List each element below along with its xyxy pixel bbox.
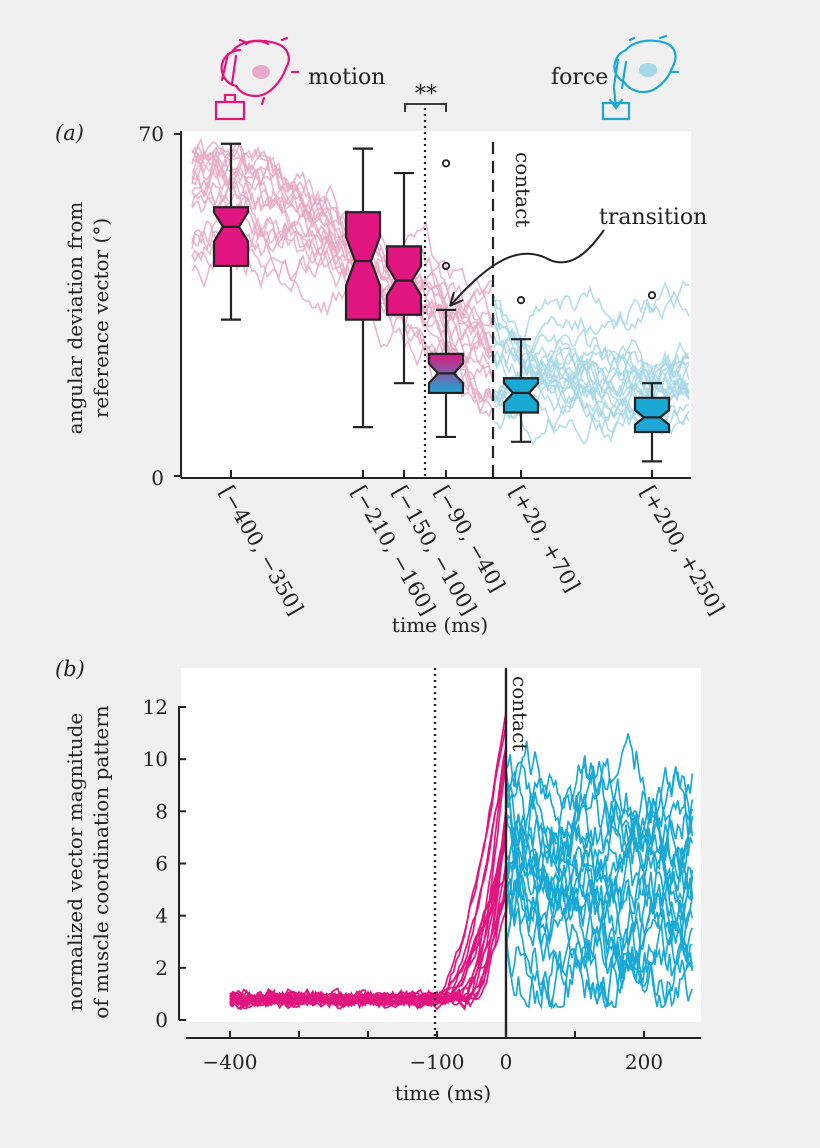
motion-background-trace [191, 155, 493, 393]
box-outlier [441, 159, 451, 168]
panel-a-category-label: [+200, +250] [636, 482, 729, 620]
panel-b-traces [229, 711, 694, 1011]
force-trace [505, 872, 694, 1010]
panel-a-category-label: [+20, +70] [505, 482, 585, 597]
hand-motion-icon [214, 36, 300, 121]
panel-b-ytick-label: 10 [143, 747, 168, 771]
panel-b-yticks: 0 2 4 6 8 10 12 [143, 695, 186, 1032]
motion-trace [229, 810, 507, 1009]
panel-b-ytick-label: 0 [155, 1008, 168, 1032]
panel-a-xlabel: time (ms) [392, 613, 488, 637]
panel-a-category-label: [−400, −350] [215, 482, 308, 620]
transition-arrowhead [449, 291, 464, 307]
force-background-trace [493, 299, 690, 405]
panel-b-xtick-label: 200 [625, 1050, 663, 1074]
force-trace [505, 754, 694, 892]
panel-a-xticks: [−400, −350] [−210, −160][−150, −100][−90… [215, 470, 729, 619]
panel-a-ylabel-line2: reference vector (°) [89, 218, 113, 418]
panel-b-ytick-label: 12 [143, 695, 168, 719]
transition-label: transition [599, 205, 707, 230]
panel-b-contact-label: contact [508, 676, 532, 751]
box-motion [212, 206, 250, 268]
motion-label: motion [308, 65, 385, 90]
force-trace [505, 767, 694, 929]
box-outlier [441, 261, 451, 271]
panel-a-ytick-label-70: 70 [139, 122, 164, 146]
force-trace [505, 791, 694, 884]
panel-b-xticks: −400 −100 0 200 [203, 1031, 663, 1074]
panel-a-contact-label: contact [511, 152, 535, 227]
panel-b-ytick-label: 8 [155, 799, 168, 823]
motion-trace [229, 724, 507, 1010]
significance-label: ** [415, 82, 437, 107]
box-force [633, 396, 671, 434]
panel-a-ytick-label-0: 0 [151, 466, 164, 490]
panel-b-xtick-label: 0 [500, 1050, 513, 1074]
force-background-trace [493, 317, 690, 400]
panel-b-ytick-label: 4 [155, 904, 168, 928]
force-trace [505, 755, 693, 937]
motion-background-trace [191, 141, 493, 415]
significance-bracket [404, 103, 447, 112]
panel-b-ylabel-line1: normalized vector magnitude [63, 713, 87, 1012]
force-trace [505, 858, 694, 952]
box-motion [344, 211, 382, 321]
transition-arrow [449, 229, 605, 307]
panel-a-boxes [212, 142, 671, 463]
box-outlier [516, 296, 526, 305]
panel-b-xtick-label: −400 [203, 1050, 258, 1074]
force-label: force [551, 65, 608, 90]
box-force [502, 377, 540, 414]
force-background-trace [493, 285, 690, 366]
panel-b-xtick-label: −100 [410, 1050, 465, 1074]
hand-force-icon [601, 34, 680, 121]
panel-b-xlabel: time (ms) [395, 1081, 491, 1105]
motion-background-trace [191, 145, 493, 321]
panel-b-ytick-label: 6 [155, 852, 168, 876]
motion-trace [229, 863, 507, 1011]
motion-background-trace [191, 164, 493, 358]
box-outlier [647, 291, 657, 300]
panel-a-ylabel-line1: angular deviation from [63, 202, 87, 435]
motion-background-trace [191, 156, 493, 353]
panel-b-letter: (b) [55, 657, 85, 681]
panel-b-ylabel-line2: of muscle coordination pattern [89, 705, 113, 1018]
panel-b-ytick-label: 2 [155, 956, 168, 980]
panel-a-letter: (a) [55, 121, 84, 145]
